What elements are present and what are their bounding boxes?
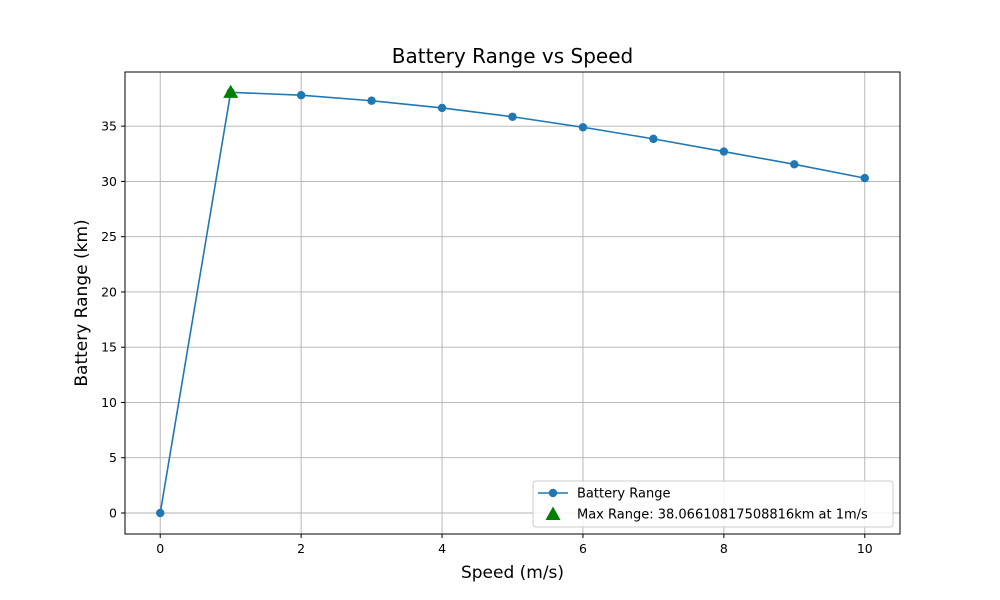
max-range-marker — [223, 84, 239, 98]
x-tick-label: 2 — [297, 541, 305, 556]
y-tick-label: 25 — [101, 229, 117, 244]
data-point — [508, 112, 517, 121]
legend-box — [532, 480, 894, 528]
data-point — [719, 147, 729, 156]
data-point — [296, 91, 306, 100]
legend: Battery Range Max Range: 38.066108175088… — [532, 480, 894, 528]
legend-series-marker — [548, 488, 558, 498]
legend-max-label: Max Range: 38.06610817508816km at 1m/s — [577, 508, 868, 523]
y-tick-label: 20 — [101, 284, 117, 299]
y-axis-label: Battery Range (km) — [72, 219, 92, 386]
data-point — [578, 123, 588, 132]
legend-series-label: Battery Range — [577, 487, 670, 502]
plot-frame — [124, 71, 901, 535]
y-tick-label: 0 — [109, 506, 117, 521]
x-tick-label: 6 — [579, 541, 587, 556]
data-point — [860, 173, 869, 183]
x-axis-label: Speed (m/s) — [461, 563, 564, 583]
series-line — [159, 91, 865, 514]
series-layer — [156, 84, 869, 518]
x-tick-label: 0 — [156, 541, 164, 556]
y-tick-label: 10 — [101, 395, 117, 410]
data-point — [649, 134, 658, 144]
y-tick-label: 30 — [101, 174, 117, 189]
y-tick-label: 35 — [101, 119, 117, 134]
data-point — [156, 508, 165, 518]
data-point — [437, 103, 447, 113]
grid-lines — [125, 72, 900, 534]
y-tick-label: 15 — [101, 340, 117, 355]
data-point — [790, 160, 799, 169]
x-tick-label: 4 — [438, 541, 446, 556]
axis-ticks: 0 2 4 6 8 10 0 5 10 15 20 25 30 35 — [101, 119, 873, 556]
x-tick-label: 8 — [720, 541, 728, 556]
legend-max-marker — [545, 506, 561, 520]
x-tick-label: 10 — [857, 541, 873, 556]
y-tick-label: 5 — [109, 450, 117, 465]
chart-title: Battery Range vs Speed — [392, 44, 633, 68]
data-point — [367, 96, 376, 105]
